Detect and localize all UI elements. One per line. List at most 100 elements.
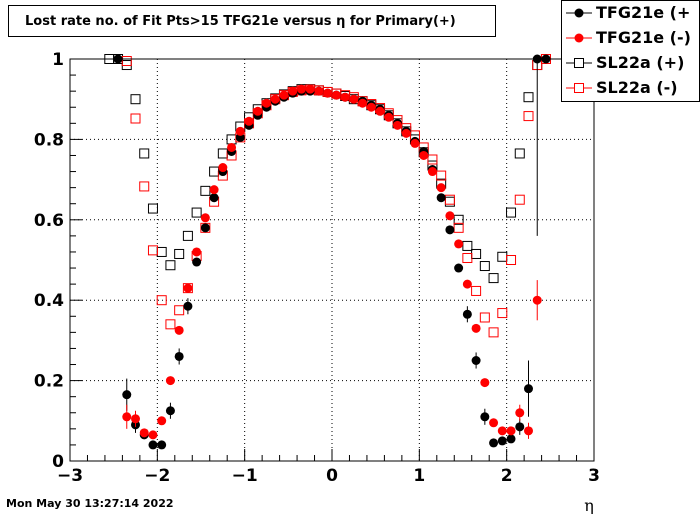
data-point-circle <box>244 116 254 126</box>
data-point-circle <box>489 438 499 448</box>
legend-label: TFG21e (-) <box>596 28 691 47</box>
data-point-square <box>462 240 473 251</box>
data-point-circle <box>174 351 184 361</box>
legend-marker-filled-circle-red <box>566 33 592 43</box>
data-point-circle <box>497 436 507 446</box>
data-point-circle <box>157 416 167 426</box>
data-point-circle <box>462 309 472 319</box>
data-point-circle <box>480 412 490 422</box>
data-point-circle <box>358 98 368 108</box>
data-point-circle <box>157 440 167 450</box>
data-point-square <box>165 319 176 330</box>
x-tick-label: −3 <box>57 466 83 486</box>
legend-label: TFG21e (+ <box>596 3 691 22</box>
data-point-square <box>156 246 167 257</box>
legend-entry-sl22a-minus: SL22a (-) <box>562 76 700 101</box>
data-point-circle <box>148 430 158 440</box>
data-point-circle <box>445 211 455 221</box>
data-point-circle <box>436 193 446 203</box>
chart-title-box: Lost rate no. of Fit Pts>15 TFG21e versu… <box>8 5 496 37</box>
data-point-circle <box>410 138 420 148</box>
data-point-square <box>506 207 517 218</box>
data-point-square <box>436 170 447 181</box>
data-point-circle <box>305 84 315 94</box>
data-point-circle <box>427 167 437 177</box>
data-point-square <box>523 111 534 122</box>
data-point-square <box>191 207 202 218</box>
data-point-circle <box>288 86 298 96</box>
legend-entry-tfg21e-plus: TFG21e (+ <box>562 1 700 26</box>
data-point-square <box>147 245 158 256</box>
legend-marker-open-square-red <box>566 83 592 93</box>
data-point-circle <box>148 440 158 450</box>
data-point-square <box>453 214 464 225</box>
y-tick-label: 0.4 <box>34 291 64 311</box>
data-point-circle <box>209 185 219 195</box>
data-point-circle <box>340 92 350 102</box>
x-tick-label: −2 <box>144 466 170 486</box>
axes: −3 −2 −1 0 1 2 3 0 0.2 0.4 0.6 0.8 1 <box>34 50 600 486</box>
data-point-circle <box>445 225 455 235</box>
data-point-circle <box>131 414 140 424</box>
data-point-square <box>479 261 490 272</box>
data-point-circle <box>497 426 507 436</box>
data-point-square <box>182 230 193 241</box>
data-point-square <box>130 113 141 124</box>
data-point-circle <box>279 90 289 100</box>
data-point-square <box>523 92 534 103</box>
data-point-square <box>514 194 525 205</box>
legend-entry-sl22a-plus: SL22a (+) <box>562 51 700 76</box>
data-point-circle <box>480 378 490 388</box>
data-point-circle <box>270 94 280 104</box>
data-point-circle <box>122 390 132 400</box>
data-point-square <box>444 194 455 205</box>
data-point-square <box>147 203 158 214</box>
data-point-square <box>444 196 455 207</box>
data-point-square <box>156 295 167 306</box>
data-point-circle <box>192 247 202 257</box>
data-point-circle <box>454 239 464 249</box>
data-point-square <box>174 248 185 259</box>
data-point-circle <box>419 150 429 160</box>
data-point-square <box>471 285 482 296</box>
data-point-circle <box>471 323 481 333</box>
y-tick-label: 0 <box>52 452 64 472</box>
data-point-circle <box>349 94 359 104</box>
data-point-square <box>209 166 220 177</box>
data-point-circle <box>139 428 149 438</box>
data-point-circle <box>165 376 175 386</box>
data-point-circle <box>515 408 525 418</box>
data-point-circle <box>366 102 376 112</box>
data-point-circle <box>192 257 202 267</box>
data-point-circle <box>314 86 324 96</box>
data-point-circle <box>384 112 394 122</box>
data-point-square <box>453 222 464 233</box>
data-point-square <box>121 56 132 67</box>
series-tfg21e- <box>122 84 542 440</box>
y-tick-label: 1 <box>52 50 64 70</box>
data-point-circle <box>454 263 464 273</box>
data-point-circle <box>323 88 333 98</box>
data-point-circle <box>436 183 446 193</box>
data-point-circle <box>235 126 245 136</box>
data-point-circle <box>471 356 481 365</box>
data-point-circle <box>183 301 193 311</box>
x-tick-label: 3 <box>588 466 600 486</box>
data-point-circle <box>262 98 271 108</box>
data-point-circle <box>506 434 516 444</box>
data-point-circle <box>532 295 542 305</box>
data-point-square <box>139 148 150 159</box>
x-tick-label: 0 <box>326 466 338 486</box>
data-point-circle <box>209 193 219 203</box>
x-tick-label: 2 <box>501 466 513 486</box>
data-point-circle <box>506 426 516 436</box>
data-point-circle <box>524 426 533 436</box>
data-points <box>104 54 551 450</box>
chart-title: Lost rate no. of Fit Pts>15 TFG21e versu… <box>25 13 456 29</box>
legend-label: SL22a (-) <box>596 78 678 97</box>
data-point-circle <box>218 163 228 173</box>
y-tick-label: 0.8 <box>34 130 64 150</box>
data-point-square <box>488 273 499 284</box>
data-point-square <box>488 327 499 338</box>
